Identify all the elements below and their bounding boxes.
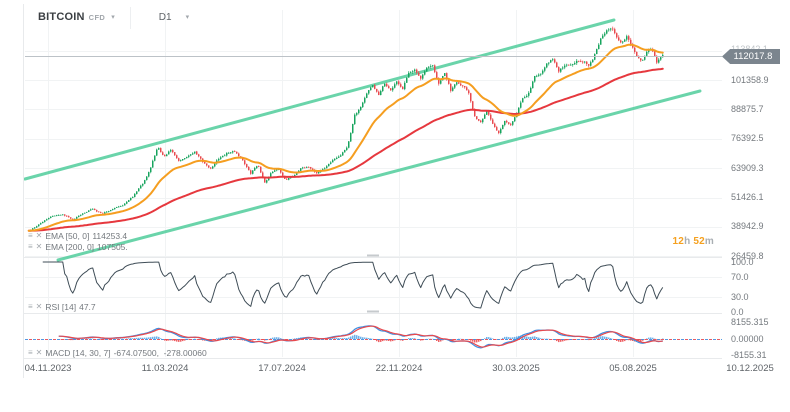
indicator-close-icon[interactable]: ✕	[35, 302, 43, 311]
ema200-label: EMA [200, 0]	[45, 242, 95, 252]
instrument-type-label: CFD	[88, 12, 106, 22]
current-price-value: 112017.8	[733, 51, 773, 62]
candle-countdown: 12h 52m	[652, 236, 714, 247]
indicator-close-icon[interactable]: ✕	[35, 231, 43, 240]
macd-values: -674.07500, -278.00060	[113, 348, 207, 358]
timeframe-dropdown-caret-icon[interactable]: ▾	[185, 14, 190, 21]
ema50-value: 114253.4	[92, 231, 128, 241]
ema200-value: 107505.	[97, 242, 128, 252]
chart-header: BITCOIN CFD ▾ D1 ▾	[38, 11, 189, 23]
countdown-minutes-unit: m	[704, 236, 714, 247]
indicator-settings-icon[interactable]: ≡	[28, 242, 33, 251]
ema200-legend: ≡ ✕ EMA [200, 0] 107505.	[28, 242, 128, 252]
countdown-hours: 12	[672, 236, 685, 247]
indicator-settings-icon[interactable]: ≡	[28, 231, 33, 240]
countdown-hours-unit: h	[684, 236, 691, 247]
rsi-value: 47.7	[79, 302, 96, 312]
countdown-minutes: 52	[693, 236, 705, 247]
timeframe-selector[interactable]: D1	[158, 11, 172, 23]
macd-label: MACD [14, 30, 7]	[45, 348, 111, 358]
rsi-label: RSI [14]	[45, 302, 77, 312]
indicator-close-icon[interactable]: ✕	[35, 348, 43, 357]
ema50-label: EMA [50, 0]	[45, 231, 90, 241]
current-price-badge: 112017.8	[722, 49, 780, 64]
ema50-legend: ≡ ✕ EMA [50, 0] 114253.4	[28, 231, 127, 241]
macd-legend: ≡ ✕ MACD [14, 30, 7] -674.07500, -278.00…	[28, 348, 207, 358]
rsi-legend: ≡ ✕ RSI [14] 47.7	[28, 302, 96, 312]
indicator-close-icon[interactable]: ✕	[35, 242, 43, 251]
indicator-settings-icon[interactable]: ≡	[28, 302, 33, 311]
symbol-dropdown-caret-icon[interactable]: ▾	[111, 14, 115, 21]
symbol-name[interactable]: BITCOIN	[38, 11, 85, 23]
indicator-settings-icon[interactable]: ≡	[28, 348, 33, 357]
header-divider	[130, 7, 131, 29]
